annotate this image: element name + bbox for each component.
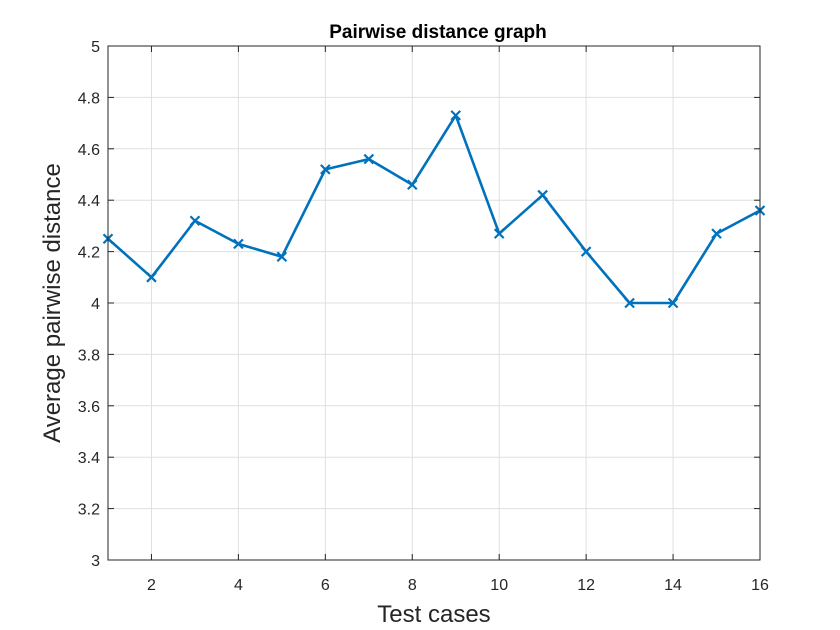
y-tick-label: 3 [91,553,100,570]
data-point-marker [233,238,244,250]
data-point-marker [406,179,418,191]
data-point-marker [711,228,722,239]
marker-stroke [624,297,635,309]
marker-stroke [537,189,548,201]
marker-stroke [711,228,722,239]
marker-stroke [363,153,375,165]
series-line [107,114,761,305]
data-point-marker [537,189,548,201]
marker-stroke [276,251,288,263]
data-point-marker [189,215,201,227]
y-tick-label: 5 [91,39,100,56]
data-point-marker [276,251,288,263]
marker-stroke [493,228,505,239]
data-point-marker [667,297,679,309]
y-tick-label: 4 [91,296,100,313]
x-tick-label: 12 [577,577,595,594]
y-tick-label: 3.6 [78,399,100,416]
y-tick-label: 4.8 [78,90,100,107]
marker-stroke [233,238,244,250]
x-tick-label: 14 [664,577,682,594]
x-tick-label: 4 [234,577,243,594]
data-point-marker [320,164,331,175]
data-point-marker [146,272,157,283]
marker-stroke [320,164,331,175]
marker-stroke [406,179,418,191]
data-point-marker [624,297,635,309]
marker-stroke [189,215,201,227]
y-tick-label: 4.2 [78,245,100,262]
data-point-marker [450,110,462,121]
x-tick-label: 16 [751,577,769,594]
data-point-marker [580,246,592,257]
y-axis-label: Average pairwise distance [39,163,66,443]
data-point-marker [363,153,375,165]
y-tick-label: 3.2 [78,502,100,519]
y-tick-label: 3.4 [78,450,100,467]
ticks: 2 4 6 8 10 12 14 16 3 3.2 3.4 3.6 3.8 4 4.2 4.4 4.6 4.8 5 [78,39,769,594]
marker-stroke [580,246,592,257]
y-tick-label: 4.6 [78,142,100,159]
y-tick-label: 4.4 [78,193,100,210]
marker-stroke [146,272,157,283]
marker-stroke [667,297,679,309]
x-axis-label: Test cases [377,601,490,628]
x-tick-label: 6 [321,577,330,594]
x-tick-label: 8 [408,577,417,594]
data-point-marker [493,228,505,239]
y-tick-label: 3.8 [78,347,100,364]
x-tick-label: 10 [490,577,508,594]
marker-stroke [450,110,462,121]
chart-title: Pairwise distance graph [329,22,547,43]
x-tick-label: 2 [147,577,156,594]
